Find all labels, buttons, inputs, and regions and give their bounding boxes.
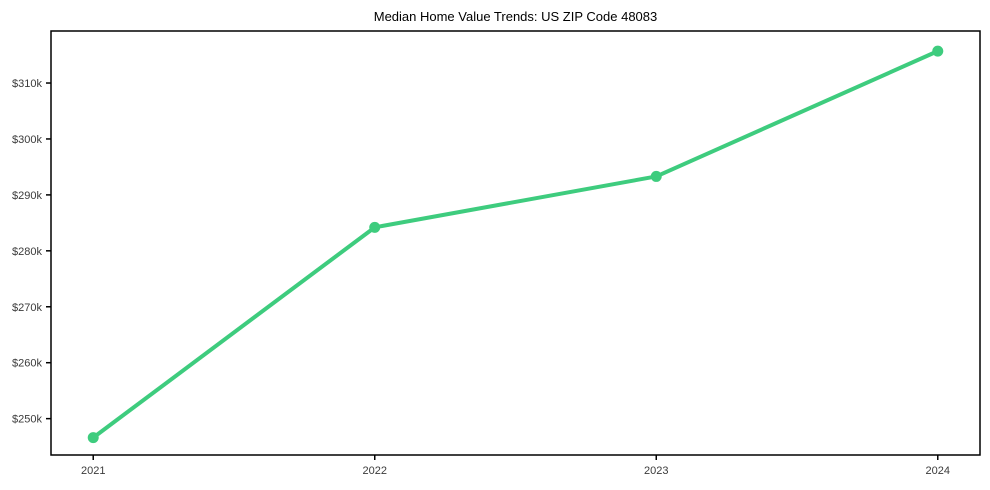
data-point	[87, 432, 99, 444]
data-point-markers	[87, 45, 944, 444]
x-tick-label: 2021	[81, 465, 105, 477]
y-tick-label: $290k	[12, 190, 42, 202]
data-point	[932, 45, 944, 57]
x-tick-label: 2022	[363, 465, 387, 477]
data-point	[369, 221, 381, 233]
y-tick-label: $300k	[12, 134, 42, 146]
x-tick-label: 2024	[926, 465, 950, 477]
y-tick-label: $270k	[12, 302, 42, 314]
y-tick-label: $280k	[12, 246, 42, 258]
y-tick-label: $250k	[12, 414, 42, 426]
data-line	[91, 49, 940, 440]
y-axis-ticks: $250k $260k $270k $280k $290k $300k $310k	[12, 78, 51, 426]
data-point	[650, 170, 662, 182]
plot-border	[50, 30, 981, 456]
y-tick-label: $310k	[12, 78, 42, 90]
x-axis-ticks: 2021 2022 2023 2024	[81, 455, 950, 477]
chart-title: Median Home Value Trends: US ZIP Code 48…	[374, 9, 658, 24]
y-tick-label: $260k	[12, 358, 42, 370]
x-tick-label: 2023	[644, 465, 668, 477]
